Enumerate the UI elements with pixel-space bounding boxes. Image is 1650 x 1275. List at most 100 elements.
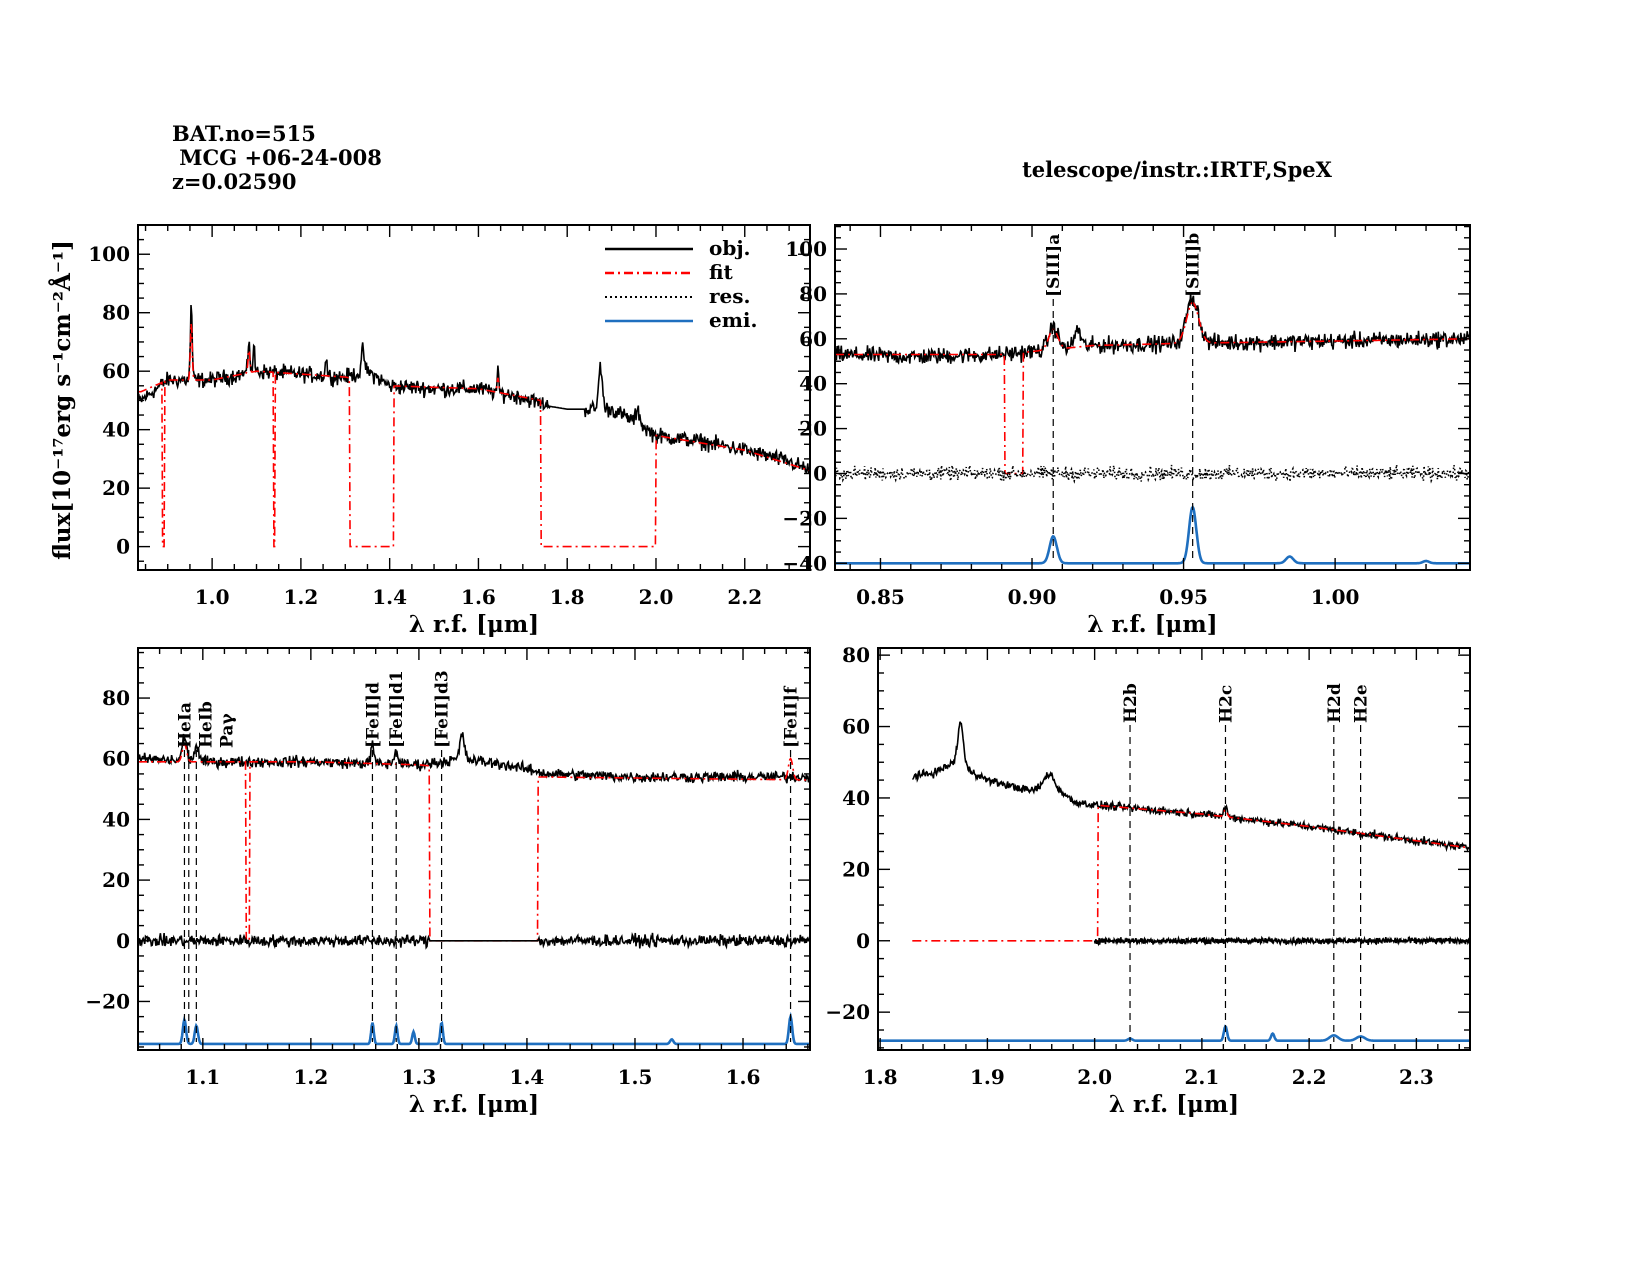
line-marker-label: Paγ xyxy=(217,713,237,748)
panel-1: 1.0 1.2 1.4 1.6 1.8 2.0 2.2 0 20 40 60 80 100 λ r.f. … xyxy=(88,224,811,638)
line-marker-label: [SIII]a xyxy=(1044,234,1064,297)
legend-label: obj. xyxy=(709,236,751,260)
x-tick-label: 1.8 xyxy=(863,1065,898,1089)
line-marker-label: H2b xyxy=(1121,683,1141,723)
x-tick-label: 1.2 xyxy=(283,585,318,609)
y-tick-label: 20 xyxy=(102,476,130,500)
x-tick-label: 1.9 xyxy=(970,1065,1005,1089)
plot-area xyxy=(878,721,1470,1042)
x-tick-label: 1.8 xyxy=(550,585,585,609)
y-tick-label: 20 xyxy=(799,417,827,441)
y-tick-label: 80 xyxy=(102,301,130,325)
line-marker-label: HeIb xyxy=(196,701,216,748)
y-tick-label: 0 xyxy=(813,461,827,485)
y-tick-label: 80 xyxy=(842,643,870,667)
legend-label: res. xyxy=(709,284,750,308)
panel-4: H2b H2c H2d H2e 1.8 1.9 2.0 2.1 2.2 2.3 −20 0 20 40 60… xyxy=(825,643,1471,1118)
x-tick-label: 0.95 xyxy=(1159,585,1208,609)
x-tick-label: 1.00 xyxy=(1311,585,1360,609)
x-tick-label: 1.1 xyxy=(185,1065,220,1089)
series-obj-line xyxy=(835,293,1470,365)
x-axis-label: λ r.f. [μm] xyxy=(1109,1091,1239,1118)
line-marker-label: [SIII]b xyxy=(1184,233,1204,297)
y-tick-label: 40 xyxy=(102,807,130,831)
y-tick-label: 60 xyxy=(102,747,130,771)
line-marker-label: [FeII]d xyxy=(363,682,383,748)
instrument-title: telescope/instr.:IRTF,SpeX xyxy=(1022,157,1333,182)
line-marker-label: HeIa xyxy=(175,702,195,748)
y-tick-label: −20 xyxy=(85,989,130,1013)
series-obj-line xyxy=(138,732,810,785)
series-fit-line xyxy=(835,301,1470,475)
y-tick-label: 20 xyxy=(102,868,130,892)
y-tick-label: 0 xyxy=(856,929,870,953)
x-tick-label: 1.3 xyxy=(402,1065,437,1089)
y-tick-label: 100 xyxy=(785,237,827,261)
panel-3: HeIa HeIb Paγ [FeII]d [FeII]d1 [FeII]d3 [FeII]… xyxy=(85,647,811,1118)
y-tick-label: 80 xyxy=(102,686,130,710)
line-marker-label: [FeII]d3 xyxy=(433,670,453,748)
series-emi-line xyxy=(138,1011,810,1046)
plot-area xyxy=(138,304,810,548)
series-res-line xyxy=(138,932,810,950)
y-tick-label: 100 xyxy=(88,242,130,266)
y-tick-label: 60 xyxy=(102,359,130,383)
line-marker-label: [FeII]d1 xyxy=(387,670,407,748)
y-tick-label: −20 xyxy=(782,506,827,530)
y-tick-label: −40 xyxy=(782,551,827,575)
line-marker-label: H2d xyxy=(1325,683,1345,723)
redshift: z=0.02590 xyxy=(172,169,297,194)
plot-area xyxy=(138,732,810,1046)
y-tick-label: 60 xyxy=(799,327,827,351)
x-tick-label: 1.2 xyxy=(293,1065,328,1089)
x-axis-label: λ r.f. [μm] xyxy=(409,1091,539,1118)
series-obj-line xyxy=(912,721,1470,853)
x-tick-label: 2.1 xyxy=(1184,1065,1219,1089)
plot-frame xyxy=(137,224,811,571)
series-fit-line xyxy=(912,804,1470,942)
legend-label: fit xyxy=(709,260,734,284)
plot-area xyxy=(835,293,1470,565)
x-tick-label: 1.5 xyxy=(618,1065,653,1089)
panel-2: [SIII]a [SIII]b 0.85 0.90 0.95 1.00 −40 −20 0 20 4… xyxy=(782,224,1471,638)
x-tick-label: 2.3 xyxy=(1399,1065,1434,1089)
x-tick-label: 2.0 xyxy=(639,585,674,609)
x-tick-label: 1.4 xyxy=(372,585,407,609)
y-tick-label: −20 xyxy=(825,1000,870,1024)
legend-label: emi. xyxy=(709,308,757,332)
x-tick-label: 1.0 xyxy=(195,585,230,609)
x-tick-label: 1.6 xyxy=(726,1065,761,1089)
x-tick-label: 1.4 xyxy=(510,1065,545,1089)
series-res-line xyxy=(1093,935,1470,947)
line-marker-label: H2e xyxy=(1352,684,1372,723)
y-tick-label: 80 xyxy=(799,282,827,306)
x-tick-label: 2.2 xyxy=(1292,1065,1327,1089)
plot-frame xyxy=(834,224,1471,571)
x-tick-label: 0.90 xyxy=(1008,585,1057,609)
series-emi-line xyxy=(835,504,1470,565)
x-axis-label: λ r.f. [μm] xyxy=(1087,611,1217,638)
y-tick-label: 60 xyxy=(842,715,870,739)
line-marker-label: H2c xyxy=(1216,685,1236,723)
y-tick-label: 20 xyxy=(842,857,870,881)
plot-frame xyxy=(877,647,1471,1051)
y-tick-label: 40 xyxy=(102,418,130,442)
series-fit-line xyxy=(138,323,810,548)
x-axis-label: λ r.f. [μm] xyxy=(409,611,539,638)
y-tick-label: 0 xyxy=(116,535,130,559)
x-tick-label: 2.0 xyxy=(1077,1065,1112,1089)
x-tick-label: 0.85 xyxy=(856,585,905,609)
y-axis-label: flux[10⁻¹⁷erg s⁻¹cm⁻²Å⁻¹] xyxy=(49,240,76,560)
x-tick-label: 1.6 xyxy=(461,585,496,609)
y-tick-label: 40 xyxy=(842,786,870,810)
line-marker-label: [FeII]f xyxy=(782,685,802,748)
y-tick-label: 0 xyxy=(116,929,130,953)
y-tick-label: 40 xyxy=(799,372,827,396)
x-tick-label: 2.2 xyxy=(727,585,762,609)
plot-frame xyxy=(137,647,811,1051)
object-name: MCG +06-24-008 xyxy=(172,145,382,170)
series-res-line xyxy=(835,463,1470,484)
series-fit-line xyxy=(138,742,810,942)
